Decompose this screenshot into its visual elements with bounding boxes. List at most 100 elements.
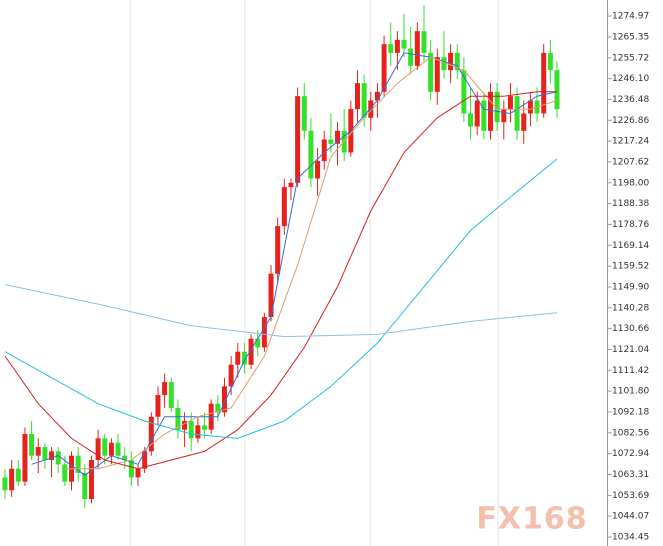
y-tick-label: 1159.52 (612, 262, 649, 272)
y-tick-label: 1255.72 (612, 53, 649, 63)
candle-body (115, 442, 121, 456)
y-tick-label: 1236.48 (612, 95, 649, 105)
candle-body (261, 317, 267, 348)
candle-body (335, 130, 341, 144)
candle-body (308, 130, 314, 179)
ma-line (31, 52, 558, 476)
ma-line (4, 91, 557, 470)
candle-body (507, 96, 513, 110)
candle-body (9, 468, 15, 491)
candle-body (102, 438, 108, 456)
y-tick-label: 1101.80 (612, 387, 649, 397)
candle-body (75, 455, 81, 474)
candle-body (321, 139, 327, 162)
candle-body (301, 96, 307, 131)
candle-body (408, 48, 414, 66)
candle-body (281, 187, 287, 227)
candle-body (35, 447, 41, 456)
candle-body (188, 421, 194, 439)
y-tick-label: 1217.24 (612, 137, 649, 147)
candle-body (135, 468, 141, 478)
candle-body (434, 57, 440, 92)
candle-body (235, 351, 241, 365)
candle-body (241, 351, 247, 365)
ma-line (4, 284, 558, 338)
candle-body (547, 52, 553, 71)
y-tick-label: 1121.04 (612, 345, 649, 355)
ma-line (64, 56, 558, 470)
candle-body (142, 451, 148, 469)
y-tick-label: 1063.31 (612, 470, 649, 480)
candle-body (95, 438, 101, 461)
ma-line (4, 158, 558, 439)
candle-body (228, 364, 234, 387)
candle-body (295, 96, 301, 183)
candle-body (541, 52, 547, 114)
candle-body (381, 44, 387, 92)
candle-body (55, 451, 61, 465)
candle-body (155, 395, 161, 417)
y-tick-label: 1111.42 (612, 366, 649, 376)
candle-body (481, 100, 487, 131)
candle-body (521, 113, 527, 131)
candle-body (374, 91, 380, 101)
candle-body (175, 408, 181, 430)
candle-body (428, 52, 434, 92)
candle-body (328, 139, 334, 144)
y-tick-label: 1092.18 (612, 407, 649, 417)
candle-body (62, 464, 68, 482)
candle-body (42, 447, 48, 461)
y-tick-label: 1198.00 (612, 178, 649, 188)
candle-body (527, 100, 533, 114)
candle-body (49, 451, 55, 461)
y-tick-label: 1130.66 (612, 324, 649, 334)
candle-body (361, 83, 367, 118)
y-tick-label: 1178.76 (612, 220, 649, 230)
candle-body (162, 382, 168, 396)
candle-body (122, 455, 128, 461)
candle-body (368, 100, 374, 118)
y-tick-label: 1149.90 (612, 282, 649, 292)
candle-body (268, 273, 274, 318)
plot (2, 5, 560, 508)
candle-body (215, 403, 221, 413)
candle-body (441, 57, 447, 71)
candle-body (494, 91, 500, 123)
candle-body (182, 421, 188, 430)
candle-body (195, 425, 201, 439)
candle-body (474, 100, 480, 127)
y-tick-label: 1053.69 (612, 491, 649, 501)
y-tick-label: 1207.62 (612, 157, 649, 167)
candle-body (168, 382, 174, 409)
y-tick-label: 1265.35 (612, 32, 649, 42)
candle-body (501, 109, 507, 123)
candle-body (128, 460, 134, 478)
candle-body (388, 44, 394, 53)
candle-body (487, 91, 493, 131)
candle-body (248, 338, 254, 365)
candle-body (454, 52, 460, 71)
candle-body (354, 83, 360, 110)
candle-body (29, 434, 35, 456)
y-tick-label: 1034.45 (612, 533, 649, 543)
candle-body (461, 70, 467, 114)
candle-body (88, 460, 94, 500)
candle-body (15, 468, 21, 482)
y-tick-label: 1226.86 (612, 116, 649, 126)
candle-body (22, 434, 28, 482)
candle-body (148, 416, 154, 452)
y-tick-label: 1044.07 (612, 512, 649, 522)
candle-body (468, 113, 474, 127)
candle-body (288, 182, 294, 188)
candle-body (514, 96, 520, 131)
candle-body (255, 338, 261, 348)
y-tick-label: 1274.97 (612, 12, 649, 22)
candle-body (2, 477, 8, 491)
candle-body (315, 161, 321, 179)
y-tick-label: 1246.10 (612, 74, 649, 84)
candle-body (82, 473, 88, 500)
candle-body (554, 70, 560, 110)
candle-body (414, 31, 420, 66)
candle-body (448, 52, 454, 71)
